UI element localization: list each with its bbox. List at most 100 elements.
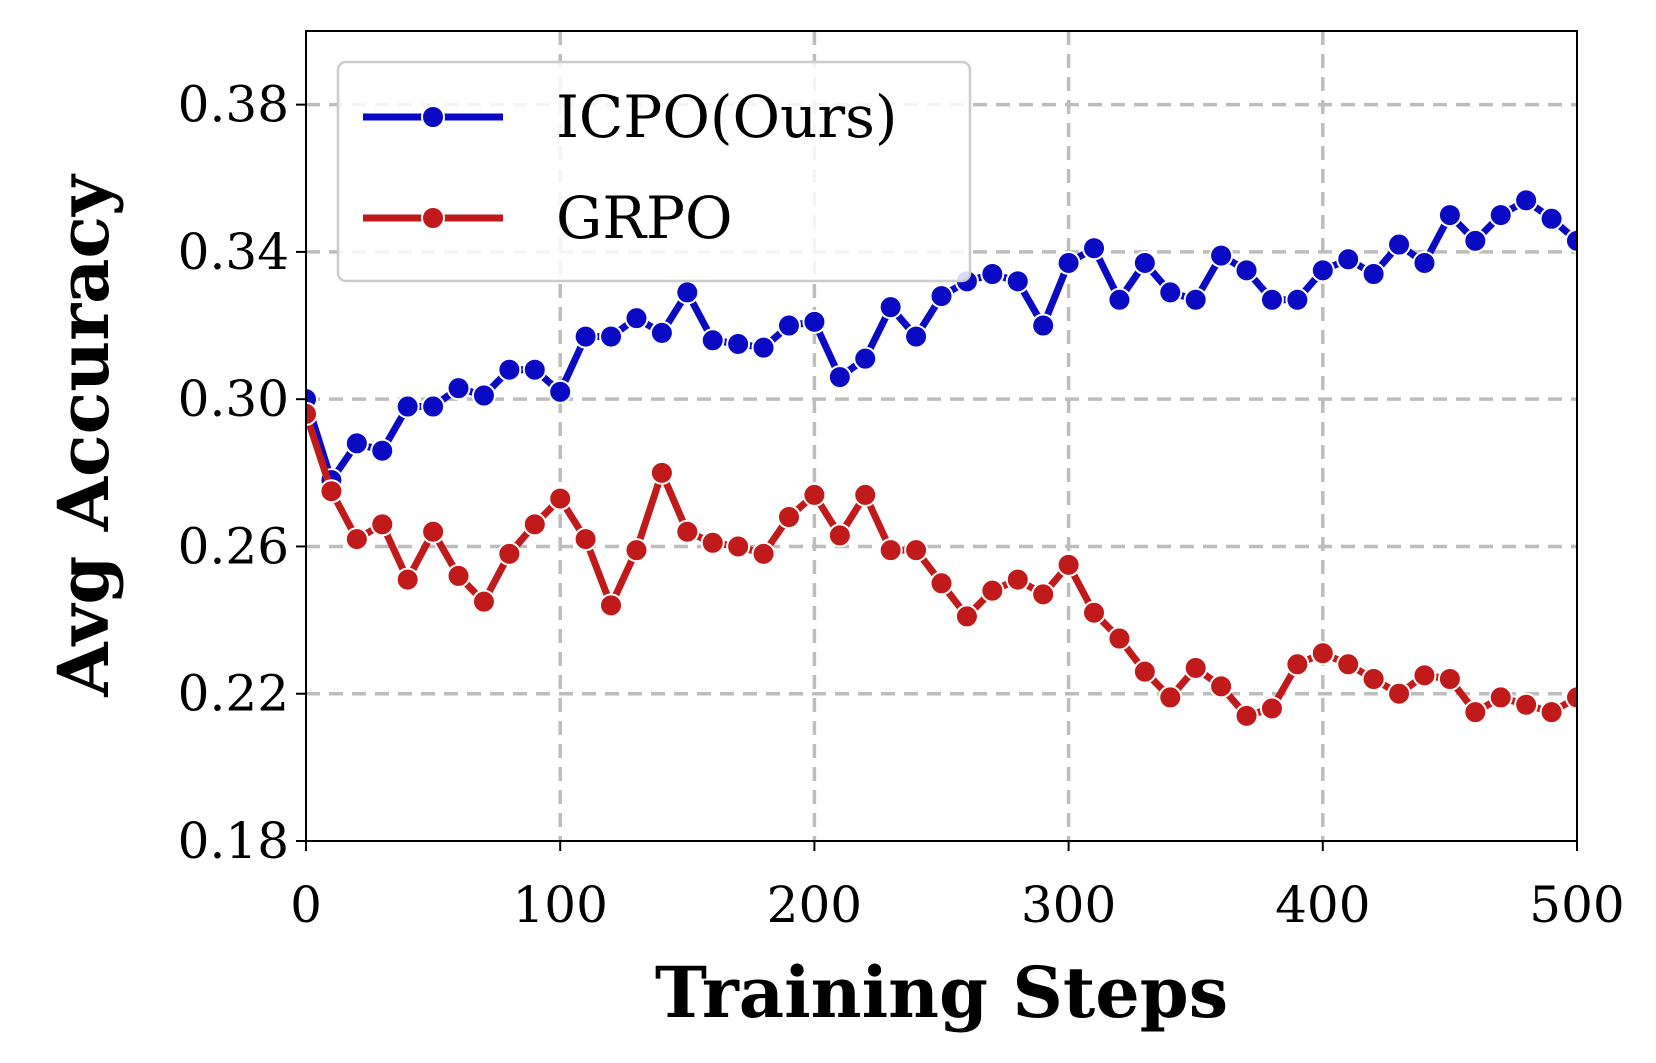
data-point <box>1539 206 1564 231</box>
data-point <box>1234 703 1259 728</box>
data-point <box>1285 287 1310 312</box>
data-point <box>446 376 471 401</box>
data-point <box>726 534 751 559</box>
data-point <box>649 320 674 345</box>
data-point <box>1158 685 1183 710</box>
data-point <box>1005 269 1030 294</box>
data-point <box>421 519 446 544</box>
x-tick-label: 0 <box>290 876 322 934</box>
data-point <box>599 324 624 349</box>
data-point <box>344 527 369 552</box>
legend-item: ICPO(Ours) <box>363 83 898 151</box>
data-point <box>1361 667 1386 691</box>
data-point <box>522 357 547 382</box>
ticks: 0 100 200 300 400 500 0.18 0.22 0.26 0.30 0.34 0.38 <box>178 76 1625 934</box>
data-point <box>624 538 649 563</box>
plot-frame <box>305 30 1578 842</box>
data-point <box>471 589 496 614</box>
x-tick-label: 200 <box>767 876 862 934</box>
data-point <box>1437 667 1462 691</box>
data-point <box>1107 626 1132 651</box>
data-point <box>726 331 751 356</box>
data-point <box>980 578 1005 603</box>
data-point <box>1387 681 1412 706</box>
legend: ICPO(Ours) GRPO <box>336 60 972 283</box>
data-point <box>370 512 395 537</box>
data-point <box>1565 228 1577 253</box>
data-point <box>522 512 547 537</box>
data-point <box>548 486 573 511</box>
data-point <box>878 538 903 563</box>
data-point <box>1488 685 1513 710</box>
series-layer <box>306 188 1577 728</box>
data-point <box>1412 663 1437 688</box>
data-point <box>853 346 878 371</box>
y-tick-label: 0.38 <box>178 76 289 134</box>
data-point <box>1259 287 1284 312</box>
data-point <box>1361 262 1386 286</box>
data-point <box>700 530 725 555</box>
data-point <box>370 438 395 463</box>
y-tick-label: 0.34 <box>178 223 289 281</box>
data-point <box>573 324 598 349</box>
data-point <box>573 527 598 552</box>
data-point <box>776 313 801 338</box>
data-point <box>904 538 929 563</box>
x-tick-label: 500 <box>1529 876 1624 934</box>
data-point <box>1336 247 1361 272</box>
data-point <box>929 284 954 309</box>
data-point <box>1463 700 1488 725</box>
data-point <box>1107 287 1132 312</box>
data-point <box>904 324 929 349</box>
data-point <box>497 357 522 382</box>
data-point <box>1539 700 1564 725</box>
legend-label: GRPO <box>556 184 733 252</box>
data-point <box>1514 692 1539 717</box>
data-point <box>1336 652 1361 677</box>
data-point <box>1310 641 1335 666</box>
x-axis-title: Training Steps <box>655 951 1228 1034</box>
legend-item: GRPO <box>363 184 733 252</box>
data-point <box>700 328 725 353</box>
data-point <box>776 505 801 529</box>
legend-marker <box>421 105 445 129</box>
data-point <box>1183 287 1208 312</box>
data-point <box>306 401 318 426</box>
data-point <box>1463 228 1488 253</box>
data-point <box>1031 582 1056 607</box>
data-point <box>1183 655 1208 680</box>
y-tick-label: 0.26 <box>178 517 289 575</box>
data-point <box>497 541 522 566</box>
data-point <box>319 479 344 504</box>
data-point <box>1514 188 1539 213</box>
data-point <box>1209 674 1234 699</box>
data-point <box>649 460 674 485</box>
series-2 <box>306 401 1577 728</box>
y-axis-title: Avg Accuracy <box>42 173 125 698</box>
data-point <box>980 262 1005 286</box>
data-point <box>827 523 852 548</box>
x-tick-label: 400 <box>1275 876 1370 934</box>
data-point <box>624 306 649 331</box>
data-point <box>675 280 700 305</box>
data-point <box>1005 567 1030 592</box>
data-point <box>802 309 827 334</box>
data-point <box>446 563 471 588</box>
data-point <box>929 571 954 596</box>
data-point <box>421 394 446 419</box>
data-point <box>395 567 420 592</box>
data-point <box>827 365 852 390</box>
data-point <box>395 394 420 419</box>
data-point <box>853 482 878 507</box>
data-point <box>802 482 827 507</box>
data-point <box>1259 696 1284 721</box>
data-point <box>751 335 776 360</box>
data-point <box>548 379 573 404</box>
data-point <box>1488 203 1513 228</box>
data-point <box>1031 313 1056 338</box>
data-point <box>1132 659 1157 684</box>
data-point <box>1412 250 1437 275</box>
x-tick-label: 300 <box>1021 876 1116 934</box>
data-point <box>1234 258 1259 283</box>
